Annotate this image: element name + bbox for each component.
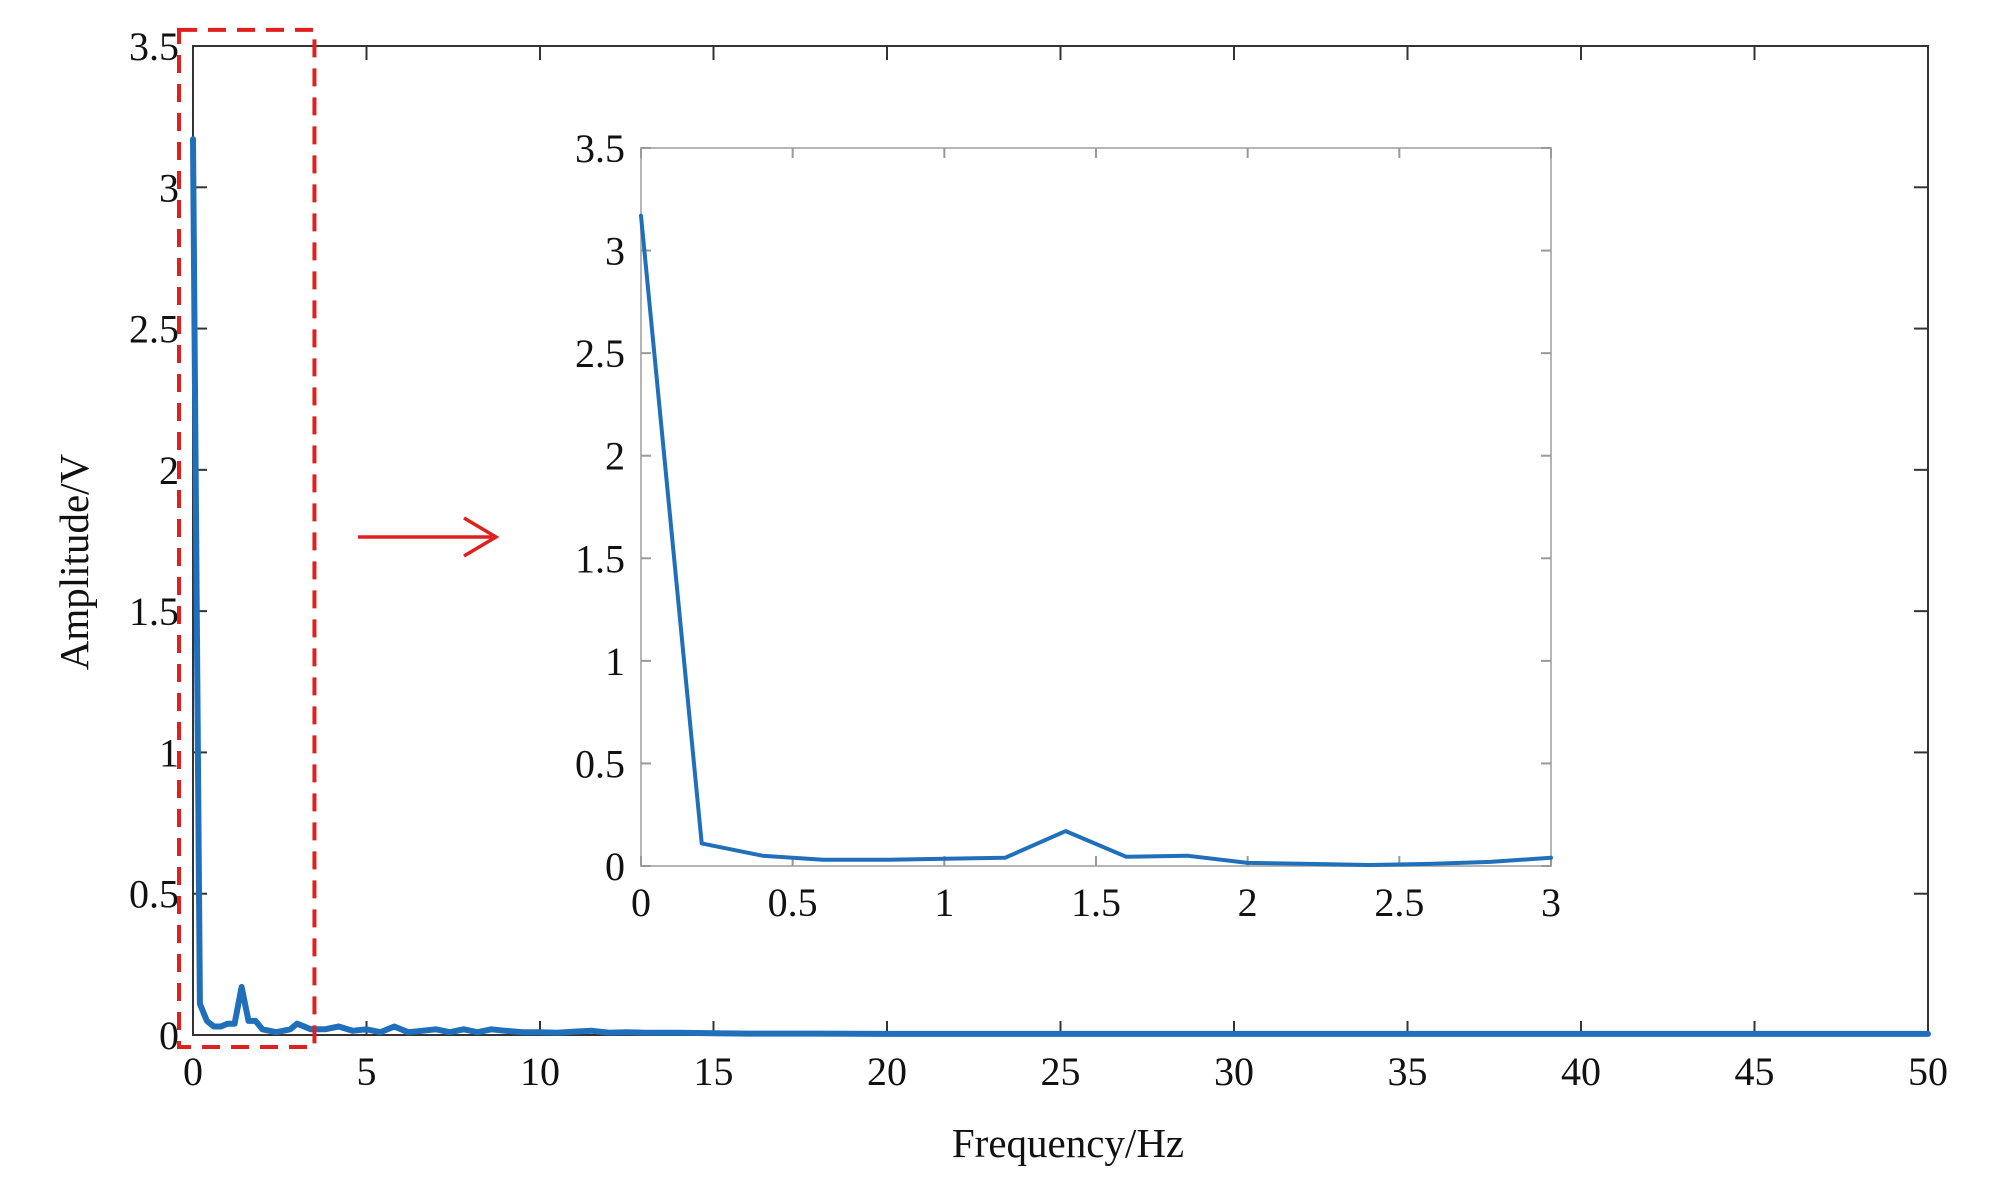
main-y-tick-label: 1: [159, 730, 179, 775]
inset-x-tick-label: 0: [631, 880, 651, 925]
inset-y-tick-label: 1: [605, 639, 625, 684]
inset-x-tick-label: 0.5: [768, 880, 818, 925]
inset-y-tick-label: 3: [605, 229, 625, 274]
inset-plot-area: 0 0.5 1 1.5 2 2.5 3 0 0.5 1 1.5 2 2.5 3 3.5: [575, 126, 1561, 925]
main-y-tick-label: 1.5: [129, 589, 179, 634]
main-y-tick-label: 0: [159, 1013, 179, 1058]
main-x-tick-label: 25: [1041, 1049, 1081, 1094]
inset-x-tick-label: 2: [1238, 880, 1258, 925]
inset-y-tick-label: 0.5: [575, 741, 625, 786]
main-zoom-highlight-box: [177, 27, 317, 1050]
inset-x-tick-label: 3: [1541, 880, 1561, 925]
main-y-axis-label: Amplitude/V: [51, 453, 97, 670]
inset-x-tick-label: 1.5: [1071, 880, 1121, 925]
main-x-tick-label: 0: [183, 1049, 203, 1094]
inset-x-tick-label: 2.5: [1374, 880, 1424, 925]
main-x-tick-label: 45: [1735, 1049, 1775, 1094]
main-y-tick-label: 2: [159, 448, 179, 493]
inset-plot-frame: [640, 147, 1552, 867]
main-x-tick-label: 5: [357, 1049, 377, 1094]
main-x-tick-label: 50: [1908, 1049, 1948, 1094]
zoom-arrow: [358, 516, 500, 558]
inset-x-tick-label: 1: [934, 880, 954, 925]
inset-y-tick-label: 2: [605, 434, 625, 479]
inset-y-tick-label: 3.5: [575, 126, 625, 171]
inset-chart: 0 0.5 1 1.5 2 2.5 3 0 0.5 1 1.5 2 2.5 3 3.5: [575, 126, 1561, 925]
main-x-tick-label: 35: [1388, 1049, 1428, 1094]
main-x-tick-label: 30: [1214, 1049, 1254, 1094]
main-y-tick-label: 0.5: [129, 872, 179, 917]
main-series-line-0: [190, 136, 1931, 1037]
inset-y-tick-label: 2.5: [575, 331, 625, 376]
main-x-axis-label: Frequency/Hz: [952, 1120, 1184, 1166]
main-x-tick-label: 15: [694, 1049, 734, 1094]
main-x-tick-label: 10: [520, 1049, 560, 1094]
main-y-tick-label: 3.5: [129, 24, 179, 69]
inset-y-tick-label: 0: [605, 844, 625, 889]
main-y-tick-label: 3: [159, 165, 179, 210]
main-y-tick-label: 2.5: [129, 307, 179, 352]
main-x-tick-label: 40: [1561, 1049, 1601, 1094]
inset-y-tick-label: 1.5: [575, 536, 625, 581]
main-x-tick-label: 20: [867, 1049, 907, 1094]
zoom-arrow-head: [463, 516, 500, 558]
inset-series-line-0: [639, 213, 1553, 867]
